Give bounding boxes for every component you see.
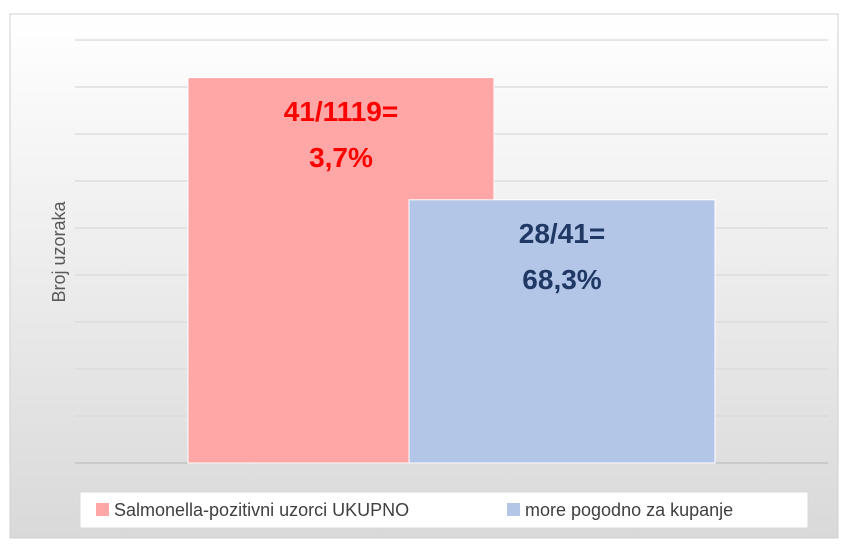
data-label: 3,7% — [309, 142, 373, 173]
legend-swatch — [507, 503, 520, 516]
bar — [408, 199, 716, 464]
legend-label: Salmonella-pozitivni uzorci UKUPNO — [114, 500, 409, 520]
legend — [79, 491, 809, 529]
data-label: 28/41= — [519, 218, 605, 249]
data-label: 68,3% — [522, 264, 601, 295]
y-axis-label: Broj uzoraka — [49, 200, 69, 302]
legend-swatch — [96, 503, 109, 516]
legend-label: more pogodno za kupanje — [525, 500, 733, 520]
data-label: 41/1119= — [284, 96, 398, 127]
